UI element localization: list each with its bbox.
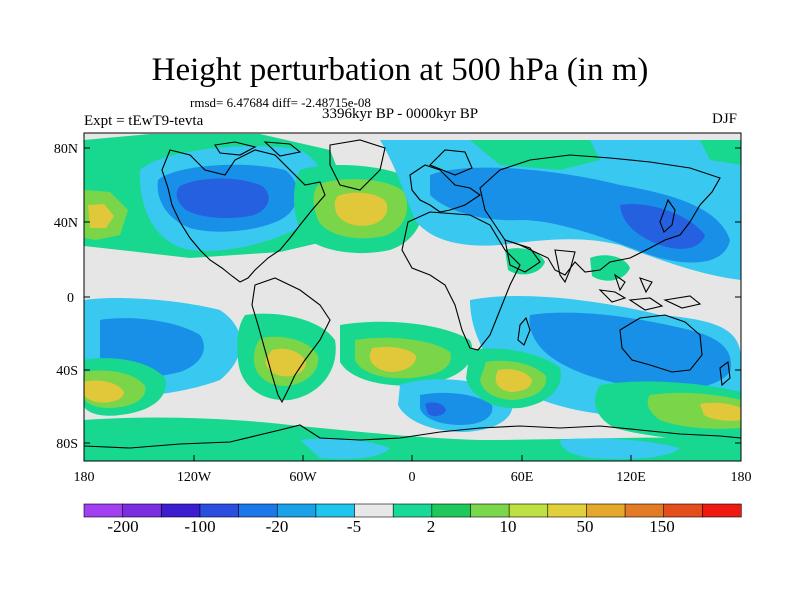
colorbar-label: -100 bbox=[184, 517, 215, 536]
coast-asia bbox=[479, 154, 721, 276]
positive-ridge-south-pacific-max bbox=[84, 380, 124, 403]
colorbar-swatch bbox=[547, 503, 588, 518]
lat-tick-labels: 80N 40N 0 40S 80S bbox=[54, 142, 78, 452]
colorbar-swatch bbox=[470, 503, 510, 518]
colorbar-swatch bbox=[431, 503, 472, 518]
coast-scandinavia bbox=[429, 149, 473, 176]
lon-tick-label: 180 bbox=[731, 470, 752, 485]
lat-tick-label: 40N bbox=[54, 216, 78, 231]
coast-north-america bbox=[161, 149, 326, 283]
coastlines bbox=[84, 139, 741, 449]
negative-trough-south-atlantic-max bbox=[425, 402, 446, 417]
lon-tick-label: 0 bbox=[409, 470, 416, 485]
colorbar-swatch bbox=[663, 503, 703, 518]
lon-tick-label: 120E bbox=[616, 470, 646, 485]
colorbar-swatch bbox=[624, 503, 665, 518]
positive-ridge-north-atlantic-max bbox=[334, 192, 388, 226]
negative-band-eurasia-max bbox=[620, 204, 705, 249]
experiment-label: Expt = tEwT9-tevta bbox=[84, 113, 204, 129]
colorbar-label: 50 bbox=[577, 517, 594, 536]
rmsd-diff-stats: rmsd= 6.47684 diff= -2.48715e-08 bbox=[190, 95, 371, 110]
colorbar-swatch bbox=[392, 503, 433, 518]
positive-ridge-south-america-max bbox=[265, 348, 306, 377]
colorbar-label: -5 bbox=[347, 517, 361, 536]
coast-arabia bbox=[504, 239, 541, 273]
coast-australia bbox=[619, 314, 703, 373]
coast-new-zealand bbox=[719, 360, 731, 387]
colorbar-swatch bbox=[702, 503, 742, 518]
time-period-label: 3396kyr BP - 0000kyr BP bbox=[322, 106, 479, 122]
lat-tick-label: 0 bbox=[67, 291, 74, 306]
coast-greenland bbox=[329, 139, 386, 191]
coast-india bbox=[554, 249, 576, 284]
lon-tick-label: 60W bbox=[289, 470, 317, 485]
negative-trough-south-atlantic-core bbox=[420, 392, 493, 425]
coast-europe bbox=[409, 164, 481, 213]
coast-arctic-archipelago bbox=[214, 141, 302, 157]
negative-patch-antarctic-east bbox=[560, 438, 680, 460]
colorbar bbox=[83, 503, 742, 518]
lon-tick-label: 60E bbox=[511, 470, 534, 485]
lon-tick-label: 120W bbox=[177, 470, 212, 485]
positive-patch-arctic bbox=[470, 140, 600, 170]
colorbar-swatch bbox=[83, 503, 124, 518]
positive-ridge-east-pacific-core bbox=[88, 204, 114, 228]
colorbar-swatch bbox=[238, 503, 278, 518]
colorbar-swatch bbox=[122, 503, 162, 518]
season-label: DJF bbox=[712, 111, 738, 127]
colorbar-swatch bbox=[315, 503, 356, 518]
negative-patch-antarctic-west bbox=[300, 438, 390, 460]
negative-band-southern-indian-core bbox=[529, 312, 731, 390]
coast-antarctica bbox=[84, 424, 741, 449]
lat-tick-label: 40S bbox=[56, 364, 78, 379]
colorbar-swatch bbox=[354, 503, 394, 518]
colorbar-labels: -200 -100 -20 -5 2 10 50 150 bbox=[107, 517, 674, 536]
positive-ridge-south-atlantic-max bbox=[369, 346, 416, 372]
positive-ridge-south-indian-max bbox=[495, 369, 532, 392]
height-field bbox=[84, 133, 741, 461]
axis-ticks bbox=[83, 147, 742, 461]
positive-ridge-south-of-australia-max bbox=[700, 402, 741, 421]
coast-africa bbox=[401, 211, 521, 351]
positive-ridge-south-of-australia-core bbox=[647, 392, 741, 429]
positive-patch-east-arctic bbox=[700, 140, 741, 165]
colorbar-swatch bbox=[199, 503, 240, 518]
colorbar-label: -20 bbox=[266, 517, 289, 536]
colorbar-label: 2 bbox=[427, 517, 436, 536]
coast-south-america bbox=[251, 277, 331, 404]
lon-tick-label: 180 bbox=[74, 470, 95, 485]
plot-title: Height perturbation at 500 hPa (in m) bbox=[151, 52, 649, 88]
lon-tick-labels: 180 120W 60W 0 60E 120E 180 bbox=[74, 470, 752, 485]
coast-maritime-continent bbox=[598, 273, 702, 311]
colorbar-swatch bbox=[508, 503, 549, 518]
coast-madagascar bbox=[517, 316, 531, 346]
negative-trough-north-america-max bbox=[176, 178, 269, 218]
colorbar-label: 150 bbox=[649, 517, 675, 536]
colorbar-swatch bbox=[160, 503, 201, 518]
positive-patch-west-pacific bbox=[590, 255, 630, 281]
lat-tick-label: 80N bbox=[54, 142, 78, 157]
lat-tick-label: 80S bbox=[56, 437, 78, 452]
colorbar-label: 10 bbox=[500, 517, 517, 536]
colorbar-swatch bbox=[586, 503, 626, 518]
colorbar-label: -200 bbox=[107, 517, 138, 536]
coast-japan bbox=[659, 198, 676, 233]
colorbar-swatch bbox=[276, 503, 317, 518]
